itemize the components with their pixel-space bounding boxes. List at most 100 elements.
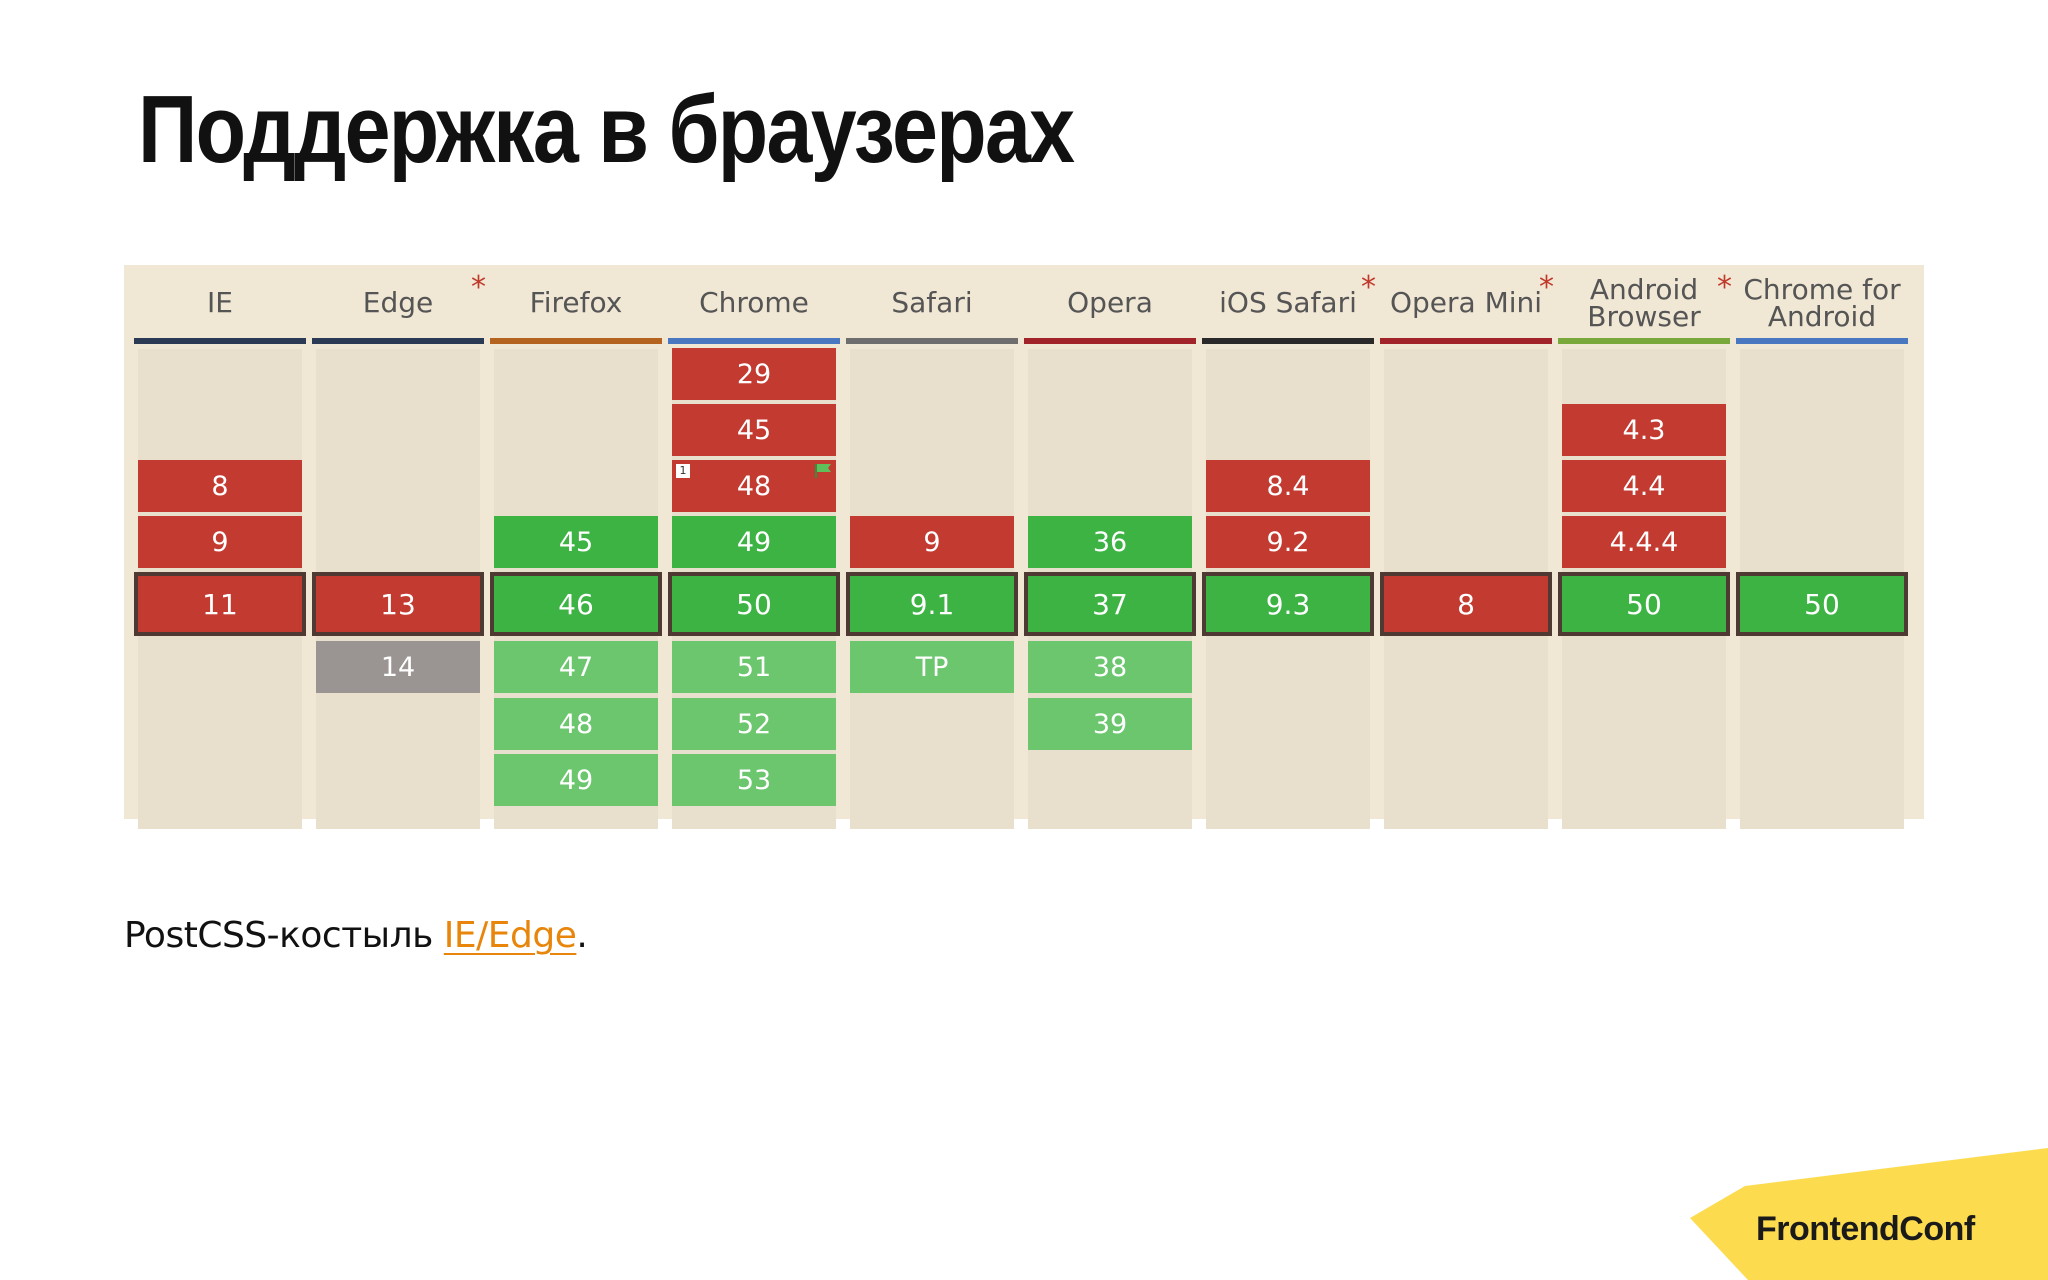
browser-color-bar [846,338,1018,344]
browser-column-opera: Opera 36 37 38 39 [1024,265,1196,829]
version-label: TP [915,651,949,683]
current-version-label: 50 [1804,587,1840,621]
browser-name: iOS Safari * [1202,265,1376,340]
asterisk-icon: * [471,270,486,305]
version-label: 49 [558,764,594,796]
current-version-cell[interactable]: 50 [1558,572,1730,636]
current-version-cell[interactable]: 9.1 [846,572,1018,636]
version-label: 51 [736,651,772,683]
note-badge: 1 [676,464,690,478]
future-version-cell[interactable]: 38 [1028,641,1192,693]
browser-column-android-browser: Android Browser * 4.3 4.4 4.4.4 50 [1558,265,1732,829]
version-label: 14 [380,651,416,683]
version-label: 36 [1092,526,1128,558]
version-label: 4.4.4 [1609,526,1679,558]
browser-name-label: Chrome [699,286,809,319]
logo-text: FrontendConf [1756,1210,1975,1248]
current-version-cell[interactable]: 46 [490,572,662,636]
current-version-cell[interactable]: 37 [1024,572,1196,636]
version-cell[interactable]: 8.4 [1206,460,1370,512]
current-version-cell[interactable]: 50 [668,572,840,636]
future-version-cell[interactable]: 49 [494,754,658,806]
browser-name-label: Safari [891,286,973,319]
browser-column-opera-mini: Opera Mini * 8 [1380,265,1554,829]
version-label: 29 [736,358,772,390]
version-label: 52 [736,708,772,740]
browser-name-label: IE [207,286,233,319]
version-cell[interactable]: 45 [672,404,836,456]
version-cell[interactable]: 45 [494,516,658,568]
browser-name: Chrome for Android [1736,265,1908,340]
version-label: 9 [211,526,229,558]
future-version-cell[interactable]: 53 [672,754,836,806]
footnote-text: PostCSS-костыль [124,915,444,956]
footnote: PostCSS-костыль IE/Edge. [124,915,588,956]
version-label: 53 [736,764,772,796]
current-version-cell[interactable]: 8 [1380,572,1552,636]
slide-title: Поддержка в браузерах [138,76,1075,183]
browser-name-label: Edge [362,286,434,319]
browser-color-bar [1380,338,1552,344]
browser-name-label: Opera [1067,286,1153,319]
version-label: 9 [923,526,941,558]
version-label: 39 [1092,708,1128,740]
asterisk-icon: * [1717,270,1732,305]
version-cell[interactable]: 36 [1028,516,1192,568]
future-version-cell[interactable]: 14 [316,641,480,693]
version-cell[interactable]: 8 [138,460,302,512]
future-version-cell[interactable]: 51 [672,641,836,693]
future-version-cell[interactable]: TP [850,641,1014,693]
browser-support-table: IE 8 9 11 Edge * 13 14 Firefox 45 46 47 48 49 Chrome 29… [124,265,1924,829]
version-cell[interactable]: 9 [138,516,302,568]
browser-name: Opera [1024,265,1196,340]
version-cell[interactable]: 9 [850,516,1014,568]
version-cell[interactable]: 9.2 [1206,516,1370,568]
browser-name: Opera Mini * [1380,265,1554,340]
current-version-label: 50 [736,587,772,621]
future-version-cell[interactable]: 52 [672,698,836,750]
browser-name: Edge * [312,265,486,340]
current-version-label: 13 [380,587,416,621]
browser-color-bar [1024,338,1196,344]
browser-color-bar [1558,338,1730,344]
version-label: 48 [736,470,772,502]
version-cell[interactable]: 48 1 [672,460,836,512]
frontendconf-logo: FrontendConf [1690,1148,2048,1280]
version-label: 49 [736,526,772,558]
version-cell[interactable]: 4.4.4 [1562,516,1726,568]
version-label: 4.3 [1622,414,1666,446]
version-label: 4.4 [1622,470,1666,502]
version-cell[interactable]: 4.4 [1562,460,1726,512]
browser-name: Chrome [668,265,840,340]
version-cell[interactable]: 4.3 [1562,404,1726,456]
version-cell[interactable]: 49 [672,516,836,568]
browser-column-ie: IE 8 9 11 [134,265,306,829]
browser-column-safari: Safari 9 9.1 TP [846,265,1018,829]
ie-edge-link[interactable]: IE/Edge [443,915,577,956]
asterisk-icon: * [1361,270,1376,305]
future-version-cell[interactable]: 47 [494,641,658,693]
future-version-cell[interactable]: 39 [1028,698,1192,750]
browser-name: Firefox [490,265,662,340]
version-cell[interactable]: 29 [672,348,836,400]
browser-name: Safari [846,265,1018,340]
current-version-cell[interactable]: 50 [1736,572,1908,636]
current-version-label: 11 [202,587,238,621]
browser-column-edge: Edge * 13 14 [312,265,486,829]
browser-color-bar [668,338,840,344]
asterisk-icon: * [1539,270,1554,305]
current-version-cell[interactable]: 9.3 [1202,572,1374,636]
browser-color-bar [134,338,306,344]
version-label: 47 [558,651,594,683]
future-version-cell[interactable]: 48 [494,698,658,750]
browser-color-bar [490,338,662,344]
footnote-period: . [576,915,588,956]
browser-color-bar [1202,338,1374,344]
version-label: 48 [558,708,594,740]
browser-column-firefox: Firefox 45 46 47 48 49 [490,265,662,829]
browser-name-label: Firefox [529,286,623,319]
current-version-label: 46 [558,587,594,621]
current-version-cell[interactable]: 13 [312,572,484,636]
current-version-cell[interactable]: 11 [134,572,306,636]
version-label: 38 [1092,651,1128,683]
